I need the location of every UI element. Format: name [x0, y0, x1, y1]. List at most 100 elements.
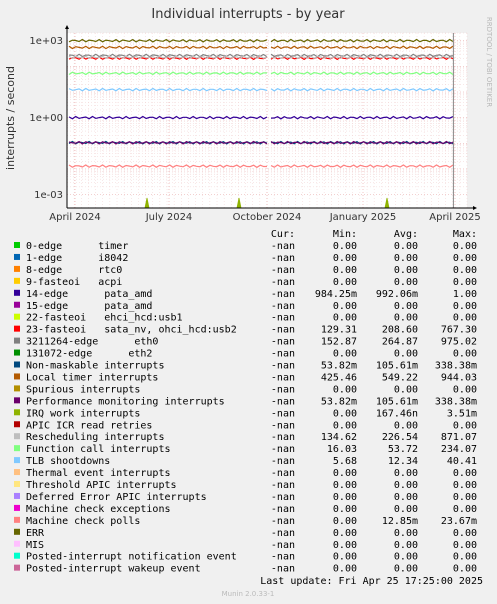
legend-value: -nan: [271, 253, 295, 264]
x-tick-label: January 2025: [329, 212, 397, 223]
legend-value: -nan: [271, 289, 295, 300]
legend-value: 16.03: [327, 444, 357, 455]
legend-value: 53.72: [388, 444, 418, 455]
legend-value: 0.00: [394, 313, 418, 324]
legend-value: 0.00: [453, 540, 477, 551]
legend-swatch: [14, 469, 20, 476]
x-tick-label: April 2024: [49, 212, 100, 223]
legend-swatch: [14, 516, 20, 523]
legend-swatch: [14, 421, 20, 428]
legend-value: 0.00: [453, 552, 477, 563]
legend-value: 0.00: [453, 528, 477, 539]
legend-series-name: Local timer interrupts: [26, 372, 158, 383]
legend-value: 0.00: [394, 492, 418, 503]
legend-value: 5.68: [333, 456, 357, 467]
legend-series-name: Rescheduling interrupts: [26, 432, 164, 443]
legend-swatch: [14, 349, 20, 356]
legend-series-name: 15-edge pata_amd: [26, 301, 152, 312]
legend-swatch: [14, 540, 20, 547]
legend-value: 0.00: [394, 528, 418, 539]
legend-value: 0.00: [394, 540, 418, 551]
legend-value: 0.00: [453, 301, 477, 312]
series-line: [68, 71, 268, 76]
legend-series-name: Spurious interrupts: [26, 384, 140, 395]
legend-value: -nan: [271, 444, 295, 455]
series-line: [68, 164, 267, 169]
legend-value: 105.61m: [376, 361, 418, 372]
legend-value: 992.06m: [376, 289, 418, 300]
legend-value: 12.85m: [382, 516, 418, 527]
legend-value: 23.67m: [441, 516, 477, 527]
legend-table: Cur: Min: Avg: Max:0-edge timer -nan 0.00 0.00…: [14, 229, 477, 575]
legend-value: 0.00: [394, 468, 418, 479]
legend-value: -nan: [271, 492, 295, 503]
legend-value: -nan: [271, 277, 295, 288]
legend-value: -nan: [271, 540, 295, 551]
legend-value: -nan: [271, 528, 295, 539]
legend-series-name: Posted-interrupt notification event: [26, 552, 237, 563]
munin-version-footer: Munin 2.0.33-1: [222, 590, 275, 598]
legend-series-name: Non-maskable interrupts: [26, 361, 164, 372]
legend-swatch: [14, 492, 20, 499]
legend-value: -nan: [271, 265, 295, 276]
legend-value: 0.00: [333, 564, 357, 575]
legend-value: 0.00: [333, 241, 357, 252]
legend-value: 338.38m: [435, 361, 477, 372]
series-line: [270, 164, 454, 169]
legend-value: 53.82m: [321, 396, 357, 407]
legend-swatch: [14, 265, 20, 272]
series-line: [68, 115, 268, 120]
legend-swatch: [14, 242, 20, 248]
legend-value: -nan: [271, 420, 295, 431]
grid-lines: [66, 32, 468, 208]
legend-value: -nan: [271, 384, 295, 395]
legend-swatch: [14, 397, 20, 404]
y-tick-labels: 1e+03 1e+00 1e-03: [29, 36, 63, 201]
legend-value: -nan: [271, 241, 295, 252]
chart-title: Individual interrupts - by year: [151, 7, 345, 22]
legend-value: 105.61m: [376, 396, 418, 407]
legend-value: 0.00: [453, 480, 477, 491]
legend-series-name: Machine check exceptions: [26, 504, 171, 515]
legend-value: 0.00: [394, 241, 418, 252]
legend-swatch: [14, 313, 20, 320]
legend-swatch: [14, 253, 20, 260]
legend-value: 0.00: [333, 277, 357, 288]
legend-series-name: 9-fasteoi acpi: [26, 277, 122, 288]
legend-value: 53.82m: [321, 361, 357, 372]
legend-value: 0.00: [333, 408, 357, 419]
series-line: [270, 140, 454, 145]
legend-swatch: [14, 433, 20, 440]
legend-value: 234.07: [441, 444, 477, 455]
x-tick-label: April 2025: [429, 212, 480, 223]
legend-value: -nan: [271, 313, 295, 324]
y-tick-label: 1e-03: [34, 190, 63, 201]
legend-swatch: [14, 325, 20, 332]
series-line: [270, 55, 454, 60]
legend-value: 975.02: [441, 337, 477, 348]
legend-value: -nan: [271, 361, 295, 372]
legend-value: 0.00: [394, 504, 418, 515]
legend-swatch: [14, 445, 20, 452]
legend-value: 0.00: [394, 420, 418, 431]
x-tick-label: July 2024: [145, 212, 193, 223]
legend-value: 0.00: [394, 552, 418, 563]
legend-series-name: ERR: [26, 528, 45, 539]
legend-value: 944.03: [441, 372, 477, 383]
legend-swatch: [14, 481, 20, 487]
rrdtool-watermark: RRDTOOL / TOBI OETIKER: [485, 17, 493, 107]
x-tick-label: October 2024: [233, 212, 302, 223]
legend-value: -nan: [271, 480, 295, 491]
legend-value: 0.00: [333, 552, 357, 563]
legend-series-name: Thermal event interrupts: [26, 468, 171, 479]
legend-value: 425.46: [321, 372, 357, 383]
legend-series-name: 22-fasteoi ehci_hcd:usb1: [26, 313, 183, 324]
legend-value: 226.54: [382, 432, 418, 443]
legend-series-name: Threshold APIC interrupts: [26, 480, 177, 491]
legend-series-name: 23-fasteoi sata_nv, ohci_hcd:usb2: [26, 325, 237, 336]
legend-swatch: [14, 289, 20, 296]
series-line: [68, 140, 268, 145]
legend-swatch: [14, 337, 20, 344]
legend-value: 0.00: [333, 265, 357, 276]
